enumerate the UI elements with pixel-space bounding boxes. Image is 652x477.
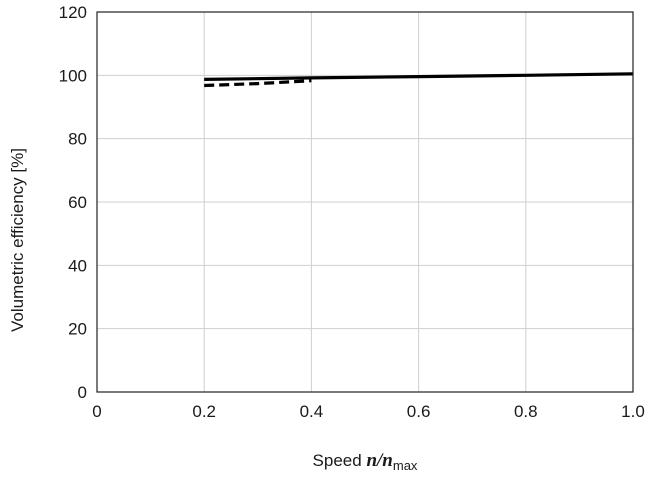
y-tick-label-3: 60 xyxy=(68,193,87,212)
x-tick-label-5: 1.0 xyxy=(621,402,645,421)
x-axis-title-slash: / xyxy=(375,450,384,471)
x-tick-label-3: 0.6 xyxy=(407,402,431,421)
x-axis-title-subscript: max xyxy=(393,458,418,473)
x-tick-label-0: 0 xyxy=(92,402,101,421)
x-axis-title-var2: n xyxy=(382,450,393,471)
y-tick-label-0: 0 xyxy=(78,383,87,402)
x-tick-labels: 0 0.2 0.4 0.6 0.8 1.0 xyxy=(92,402,645,421)
grid-lines xyxy=(96,11,634,393)
y-tick-label-4: 80 xyxy=(68,130,87,149)
x-axis-title-prefix: Speed xyxy=(313,451,367,470)
y-axis-title: Volumetric efficiency [%] xyxy=(8,148,27,332)
y-tick-label-2: 40 xyxy=(68,256,87,275)
x-axis-title: Speed n/nmax xyxy=(313,450,418,473)
y-tick-labels: 0 20 40 60 80 100 120 xyxy=(59,3,87,402)
x-tick-label-4: 0.8 xyxy=(514,402,538,421)
y-tick-label-5: 100 xyxy=(59,66,87,85)
series-lines xyxy=(204,72,634,88)
series-line-1-dashed xyxy=(204,79,312,88)
x-axis-title-var1: n xyxy=(366,450,377,471)
x-tick-label-2: 0.4 xyxy=(300,402,324,421)
y-tick-label-1: 20 xyxy=(68,320,87,339)
plot-frame xyxy=(96,11,634,393)
series-line-0-solid xyxy=(204,72,634,81)
y-tick-label-6: 120 xyxy=(59,3,87,22)
x-tick-label-1: 0.2 xyxy=(192,402,216,421)
